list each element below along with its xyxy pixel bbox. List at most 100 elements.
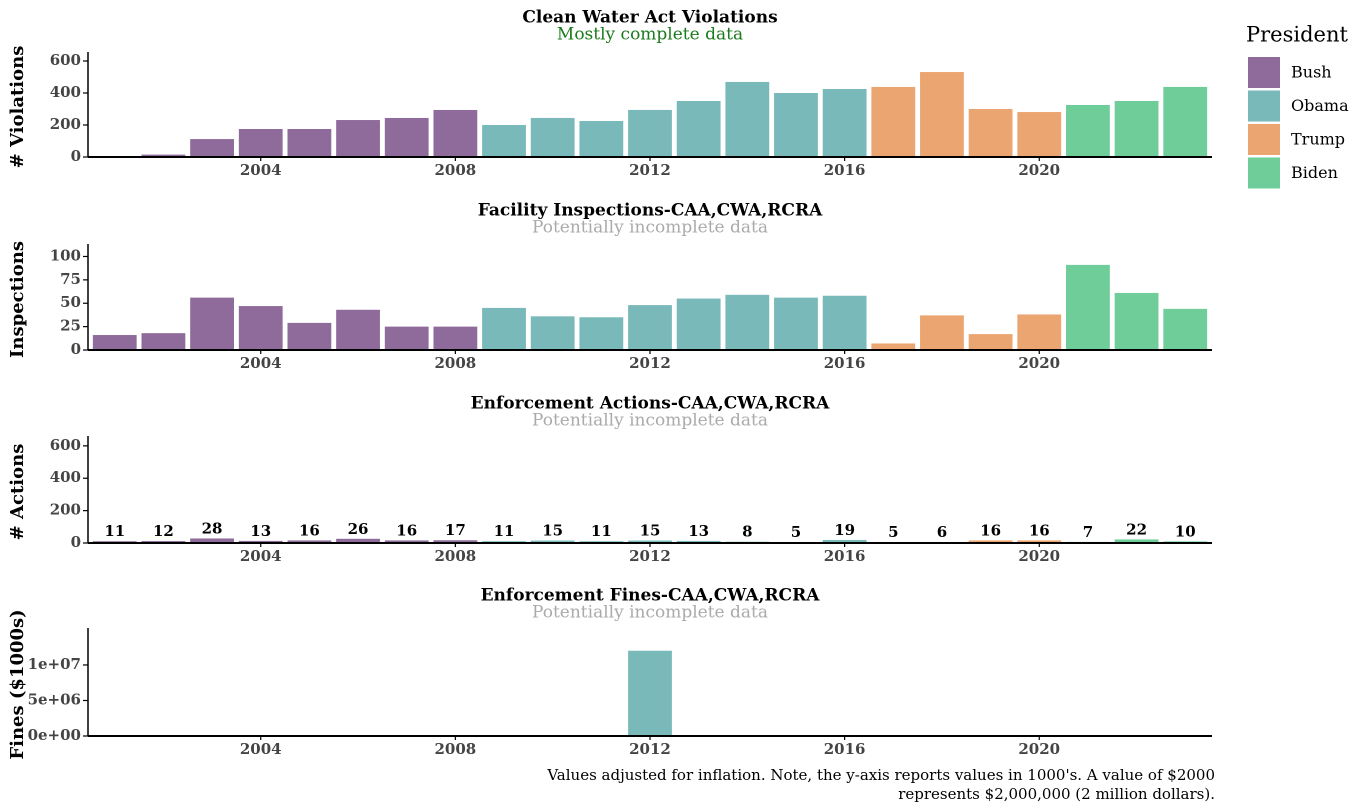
data-label: 17: [445, 521, 466, 539]
x-tick-label: 2016: [824, 547, 866, 565]
data-label: 16: [980, 521, 1001, 539]
y-tick-label: 5e+06: [28, 690, 81, 708]
bar: [141, 333, 186, 350]
data-label: 13: [250, 522, 271, 540]
bar: [336, 538, 380, 543]
chart-title: Clean Water Act Violations: [522, 8, 777, 28]
bar: [968, 540, 1013, 543]
x-tick-label: 2008: [434, 161, 476, 179]
bar: [433, 540, 478, 543]
bar: [190, 139, 234, 157]
bar: [676, 540, 721, 543]
x-tick-label: 2012: [629, 161, 671, 179]
data-label: 28: [202, 519, 223, 537]
x-tick-label: 2008: [434, 354, 476, 372]
data-label: 16: [299, 521, 320, 539]
bar: [871, 86, 916, 157]
legend-label: Obama: [1291, 96, 1349, 115]
bar: [482, 125, 526, 157]
bar: [1114, 101, 1159, 157]
legend-label: Biden: [1291, 163, 1338, 182]
x-tick-label: 2008: [434, 740, 476, 758]
y-tick-label: 200: [50, 501, 81, 519]
bar: [530, 117, 575, 157]
x-tick-label: 2020: [1018, 161, 1060, 179]
chart-title: Enforcement Fines-CAA,CWA,RCRA: [481, 586, 821, 606]
y-tick-label: 600: [50, 51, 81, 69]
bar: [1066, 264, 1110, 350]
data-label: 11: [104, 522, 125, 540]
bar: [725, 294, 770, 350]
x-tick-label: 2004: [240, 161, 282, 179]
bar: [530, 540, 575, 543]
data-label: 5: [888, 523, 898, 541]
data-label: 8: [742, 523, 752, 541]
bar: [822, 539, 867, 543]
x-tick-label: 2012: [629, 547, 671, 565]
data-label: 10: [1175, 522, 1196, 540]
x-tick-label: 2016: [824, 354, 866, 372]
bar: [336, 120, 380, 157]
y-axis-label: # Violations: [7, 46, 28, 169]
bar: [384, 117, 429, 157]
y-tick-label: 400: [50, 468, 81, 486]
bar: [1017, 314, 1062, 350]
data-label: 12: [153, 522, 174, 540]
x-tick-label: 2020: [1018, 354, 1060, 372]
y-tick-label: 1e+07: [28, 655, 81, 673]
bar: [725, 81, 770, 157]
data-label: 22: [1126, 520, 1147, 538]
bar: [433, 109, 478, 157]
legend-title: President: [1246, 23, 1348, 47]
caption: represents $2,000,000 (2 million dollars…: [898, 785, 1215, 803]
bar: [968, 334, 1013, 350]
legend-swatch: [1248, 124, 1280, 155]
caption: Values adjusted for inflation. Note, the…: [546, 766, 1215, 784]
data-label: 26: [348, 520, 369, 538]
bar: [628, 305, 672, 350]
bar: [287, 129, 332, 157]
bar: [676, 101, 721, 157]
data-label: 11: [591, 522, 612, 540]
y-tick-label: 200: [50, 115, 81, 133]
bar: [774, 297, 818, 350]
y-tick-label: 400: [50, 83, 81, 101]
bar: [238, 306, 283, 350]
legend-swatch: [1248, 57, 1280, 88]
bar: [920, 72, 964, 157]
data-label: 11: [494, 522, 515, 540]
bar: [774, 93, 818, 157]
data-label: 5: [791, 523, 801, 541]
y-tick-label: 0e+00: [28, 726, 81, 744]
data-label: 13: [688, 522, 709, 540]
bar: [1163, 308, 1208, 350]
legend-label: Trump: [1291, 130, 1345, 149]
y-axis-label: # Actions: [7, 444, 28, 541]
bar: [482, 307, 526, 350]
data-label: 15: [542, 522, 563, 540]
x-tick-label: 2016: [824, 740, 866, 758]
bar: [190, 538, 234, 543]
bar: [920, 315, 964, 350]
x-tick-label: 2012: [629, 354, 671, 372]
bar: [1066, 105, 1110, 157]
bar: [384, 540, 429, 543]
x-tick-label: 2004: [240, 354, 282, 372]
bar: [384, 326, 429, 350]
legend-swatch: [1248, 157, 1280, 189]
x-tick-label: 2004: [240, 547, 282, 565]
y-tick-label: 75: [60, 270, 81, 288]
bar: [530, 316, 575, 350]
y-tick-label: 0: [71, 340, 81, 358]
data-label: 15: [640, 522, 661, 540]
y-tick-label: 0: [71, 533, 81, 551]
bar: [433, 326, 478, 350]
x-tick-label: 2016: [824, 161, 866, 179]
bar: [871, 343, 916, 350]
data-label: 16: [396, 521, 417, 539]
bar: [287, 540, 332, 543]
x-tick-label: 2004: [240, 740, 282, 758]
chart-title: Enforcement Actions-CAA,CWA,RCRA: [471, 394, 830, 414]
data-label: 7: [1083, 523, 1093, 541]
data-label: 19: [834, 521, 855, 539]
